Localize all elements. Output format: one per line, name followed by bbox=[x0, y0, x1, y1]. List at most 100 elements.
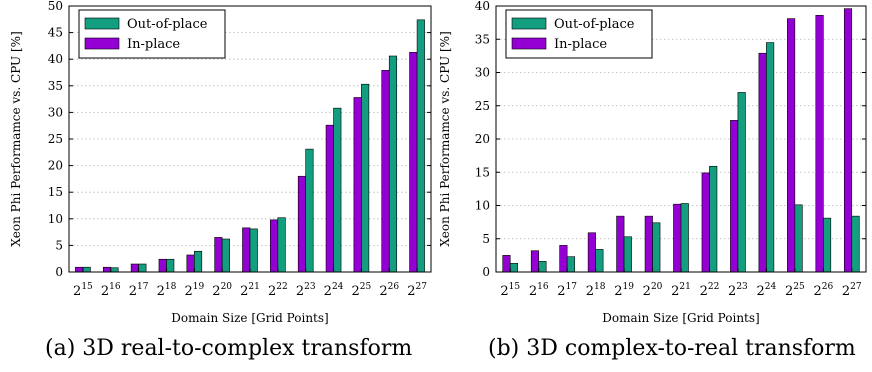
caption-complex-to-real: (b) 3D complex-to-real transform bbox=[488, 336, 856, 361]
legend-swatch-1 bbox=[84, 37, 120, 50]
y-tick-label-7: 35 bbox=[475, 32, 490, 46]
caption-real-to-complex: (a) 3D real-to-complex transform bbox=[45, 336, 413, 361]
x-tick-label-9: 224 bbox=[757, 282, 777, 299]
x-axis-label: Domain Size [Grid Points] bbox=[171, 311, 328, 325]
y-tick-label-8: 40 bbox=[48, 52, 63, 66]
bar-out-of-place-5 bbox=[221, 238, 230, 273]
y-tick-label-5: 25 bbox=[475, 99, 490, 113]
y-axis-label: Xeon Phi Performamce vs. CPU [%] bbox=[9, 31, 23, 247]
x-tick-label-11: 226 bbox=[813, 282, 833, 299]
bar-out-of-place-2 bbox=[566, 256, 575, 273]
bar-in-place-2 bbox=[130, 263, 139, 273]
bar-in-place-3 bbox=[158, 258, 167, 273]
x-tick-label-4: 219 bbox=[614, 282, 634, 299]
y-tick-label-4: 20 bbox=[475, 132, 490, 146]
bar-in-place-0 bbox=[75, 266, 84, 273]
x-tick-label-1: 216 bbox=[529, 282, 549, 299]
x-tick-label-8: 223 bbox=[728, 282, 748, 299]
x-tick-label-3: 218 bbox=[586, 282, 606, 299]
bar-in-place-8 bbox=[730, 120, 739, 273]
bar-out-of-place-1 bbox=[538, 261, 547, 273]
bar-in-place-10 bbox=[787, 18, 796, 273]
y-tick-label-9: 45 bbox=[48, 26, 63, 40]
bar-out-of-place-7 bbox=[277, 217, 286, 273]
x-tick-label-1: 216 bbox=[101, 282, 121, 299]
bar-out-of-place-10 bbox=[361, 83, 370, 273]
bar-in-place-11 bbox=[381, 70, 390, 273]
bar-out-of-place-4 bbox=[194, 250, 203, 273]
bar-in-place-6 bbox=[673, 203, 682, 273]
bar-in-place-12 bbox=[843, 8, 853, 273]
bar-in-place-5 bbox=[644, 215, 653, 273]
bar-out-of-place-3 bbox=[595, 249, 604, 273]
x-tick-label-7: 222 bbox=[700, 282, 720, 299]
y-tick-label-7: 35 bbox=[48, 79, 63, 93]
y-tick-label-2: 10 bbox=[475, 199, 490, 213]
y-tick-label-3: 15 bbox=[48, 185, 63, 199]
bar-out-of-place-12 bbox=[851, 215, 860, 273]
x-tick-label-0: 215 bbox=[500, 282, 520, 299]
y-tick-label-8: 40 bbox=[475, 0, 490, 13]
x-axis-label: Domain Size [Grid Points] bbox=[602, 311, 759, 325]
legend-box bbox=[78, 9, 226, 59]
x-tick-label-10: 225 bbox=[352, 282, 372, 299]
bar-in-place-9 bbox=[325, 124, 334, 273]
bar-out-of-place-8 bbox=[737, 92, 746, 273]
bar-out-of-place-5 bbox=[652, 222, 661, 273]
y-tick-label-5: 25 bbox=[48, 132, 63, 146]
y-tick-label-10: 50 bbox=[48, 0, 63, 13]
bar-in-place-1 bbox=[530, 250, 539, 273]
y-tick-label-0: 0 bbox=[55, 265, 63, 279]
bar-in-place-7 bbox=[270, 219, 279, 273]
legend-swatch-1 bbox=[511, 37, 547, 50]
legend-swatch-0 bbox=[511, 17, 547, 30]
bar-out-of-place-4 bbox=[623, 236, 632, 273]
x-tick-label-3: 218 bbox=[157, 282, 177, 299]
x-tick-label-5: 220 bbox=[643, 282, 663, 299]
bar-in-place-9 bbox=[758, 52, 767, 273]
bar-out-of-place-11 bbox=[823, 217, 832, 273]
x-tick-label-7: 222 bbox=[268, 282, 288, 299]
bar-out-of-place-3 bbox=[166, 258, 175, 273]
bar-in-place-12 bbox=[409, 51, 418, 273]
y-tick-label-1: 5 bbox=[55, 238, 63, 252]
bar-out-of-place-2 bbox=[138, 263, 147, 273]
x-tick-label-12: 227 bbox=[842, 282, 862, 299]
x-tick-label-4: 219 bbox=[184, 282, 204, 299]
bar-out-of-place-0 bbox=[82, 266, 91, 273]
x-tick-label-12: 227 bbox=[407, 282, 427, 299]
bar-in-place-8 bbox=[297, 175, 306, 273]
bar-out-of-place-12 bbox=[416, 19, 425, 273]
x-tick-label-0: 215 bbox=[73, 282, 93, 299]
chart-real-to-complex: 0 5 10 15 20 25 30 35 40 45 50 215 216 217 218 219 220 22… bbox=[9, 0, 432, 325]
bar-out-of-place-8 bbox=[305, 148, 314, 273]
y-tick-label-0: 0 bbox=[482, 265, 490, 279]
legend-label-0: Out-of-place bbox=[127, 17, 208, 32]
bar-in-place-0 bbox=[502, 255, 511, 273]
bar-in-place-4 bbox=[616, 215, 625, 273]
y-tick-label-6: 30 bbox=[475, 66, 490, 80]
legend-label-0: Out-of-place bbox=[554, 17, 635, 32]
bar-in-place-4 bbox=[186, 254, 195, 273]
bar-in-place-5 bbox=[214, 237, 223, 273]
bar-out-of-place-1 bbox=[110, 267, 119, 273]
bar-out-of-place-9 bbox=[766, 42, 775, 273]
bar-in-place-6 bbox=[242, 227, 251, 273]
legend-swatch-0 bbox=[84, 17, 120, 30]
x-tick-label-5: 220 bbox=[212, 282, 232, 299]
y-axis-label: Xeon Phi Performamce vs. CPU [%] bbox=[438, 31, 452, 247]
bar-out-of-place-7 bbox=[709, 165, 718, 273]
bar-out-of-place-11 bbox=[388, 55, 398, 273]
bar-out-of-place-6 bbox=[680, 203, 689, 273]
y-tick-label-3: 15 bbox=[475, 165, 490, 179]
y-tick-label-1: 5 bbox=[482, 232, 490, 246]
y-tick-label-2: 10 bbox=[48, 212, 63, 226]
y-tick-label-6: 30 bbox=[48, 105, 63, 119]
bar-out-of-place-9 bbox=[333, 107, 342, 273]
bar-in-place-7 bbox=[701, 172, 710, 273]
bar-out-of-place-6 bbox=[249, 228, 258, 273]
bar-out-of-place-0 bbox=[509, 263, 519, 273]
chart-complex-to-real: 0 5 10 15 20 25 30 35 40 215 216 217 218 219 220 221 222… bbox=[438, 0, 867, 325]
x-tick-label-11: 226 bbox=[379, 282, 399, 299]
bar-in-place-1 bbox=[102, 266, 112, 273]
